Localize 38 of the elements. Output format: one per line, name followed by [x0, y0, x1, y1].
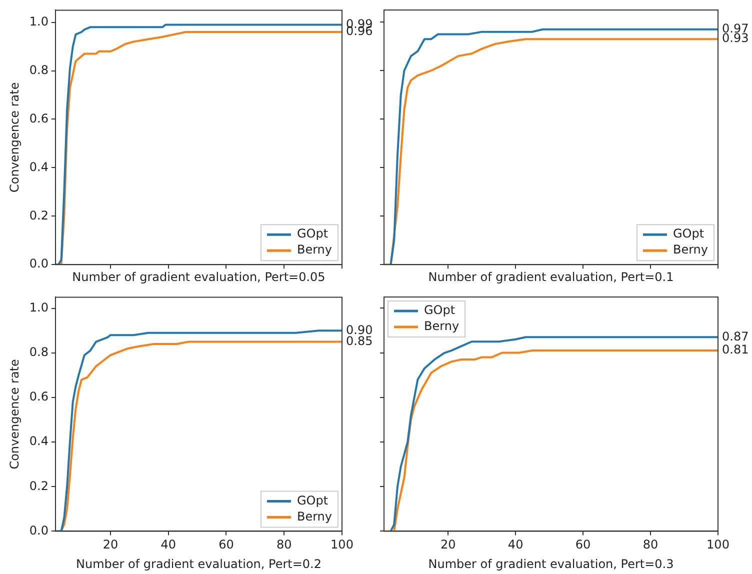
y-tick-label: 0.6	[29, 111, 48, 126]
legend-label: GOpt	[672, 226, 704, 241]
legend-label: Berny	[672, 242, 708, 257]
y-tick-label: 0.4	[29, 434, 48, 448]
y-tick-label: 0.2	[29, 478, 48, 493]
x-axis-title: Number of gradient evaluation, Pert=0.3	[428, 556, 674, 571]
x-tick-label: 20	[440, 538, 456, 552]
y-tick-label: 0.4	[29, 160, 48, 174]
text: 0.87	[722, 329, 749, 344]
y-tick-label: 0.0	[29, 523, 48, 538]
x-tick-label: 20	[102, 538, 118, 552]
x-tick-label: 40	[160, 538, 176, 552]
legend-label: Berny	[296, 242, 332, 257]
x-tick-label: 80	[276, 538, 292, 552]
y-axis-title: Convengence rate	[7, 359, 22, 470]
legend-label: GOpt	[424, 303, 456, 318]
y-tick-label: 0.6	[29, 390, 48, 404]
x-tick-label: 100	[330, 538, 354, 552]
legend-label: GOpt	[296, 226, 328, 241]
x-axis-title: Number of gradient evaluation, Pert=0.1	[428, 270, 674, 284]
y-tick-label: 0.2	[29, 208, 48, 222]
y-tick-label: 0.8	[29, 62, 48, 77]
x-tick-label: 60	[575, 538, 591, 552]
x-axis-title: Number of gradient evaluation, Pert=0.2	[76, 556, 322, 571]
legend-label: Berny	[296, 509, 332, 524]
y-tick-label: 1.0	[29, 300, 48, 314]
text: 0.81	[722, 342, 749, 357]
y-tick-label: 0.0	[29, 256, 48, 271]
legend-label: GOpt	[296, 493, 328, 508]
y-tick-label: 1.0	[29, 14, 48, 28]
x-tick-label: 40	[508, 538, 524, 552]
x-tick-label: 100	[706, 538, 730, 552]
legend-label: Berny	[424, 319, 460, 334]
x-axis-title: Number of gradient evaluation, Pert=0.05	[72, 270, 326, 284]
y-axis-title: Convengence rate	[7, 82, 22, 192]
x-tick-label: 60	[218, 538, 234, 552]
x-tick-label: 80	[642, 538, 658, 552]
y-tick-label: 0.8	[29, 345, 48, 360]
